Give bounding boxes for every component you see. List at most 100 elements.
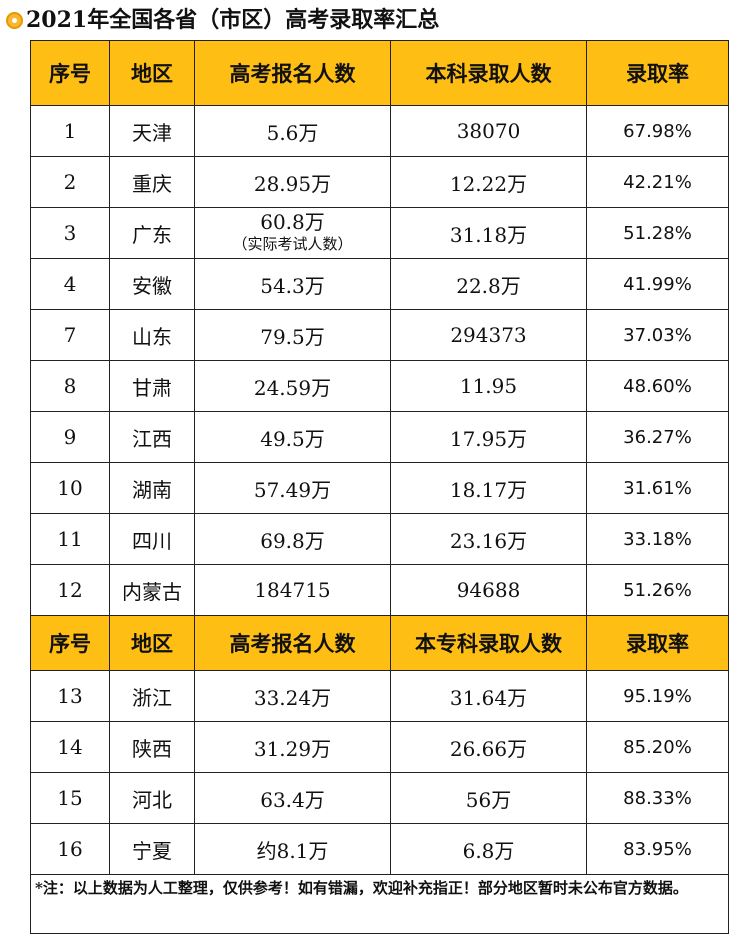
cell-region: 陕西 [109, 721, 195, 773]
cell-applicants: 24.59万 [194, 360, 391, 412]
header-rate: 录取率 [586, 40, 729, 106]
page-title: 2021年全国各省（市区）高考录取率汇总 [6, 4, 439, 36]
cell-admitted: 22.8万 [390, 258, 587, 310]
cell-rate: 48.60% [586, 360, 729, 412]
cell-rate: 37.03% [586, 309, 729, 361]
cell-applicants: 69.8万 [194, 513, 391, 565]
cell-region: 山东 [109, 309, 195, 361]
cell-number: 10 [30, 462, 110, 514]
cell-region: 江西 [109, 411, 195, 463]
table-row: 10 湖南 57.49万 18.17万 31.61% [30, 462, 729, 514]
cell-region: 湖南 [109, 462, 195, 514]
table-row: 8 甘肃 24.59万 11.95 48.60% [30, 360, 729, 412]
table-row: 13 浙江 33.24万 31.64万 95.19% [30, 670, 729, 722]
cell-region: 重庆 [109, 156, 195, 208]
cell-rate: 36.27% [586, 411, 729, 463]
table-row: 1 天津 5.6万 38070 67.98% [30, 105, 729, 157]
cell-rate: 83.95% [586, 823, 729, 875]
cell-number: 4 [30, 258, 110, 310]
cell-number: 1 [30, 105, 110, 157]
circle-bullet-icon [6, 12, 23, 29]
cell-rate: 51.26% [586, 564, 729, 616]
cell-number: 3 [30, 207, 110, 259]
cell-admitted: 56万 [390, 772, 587, 824]
cell-admitted: 294373 [390, 309, 587, 361]
table-row: 12 内蒙古 184715 94688 51.26% [30, 564, 729, 616]
table-row: 9 江西 49.5万 17.95万 36.27% [30, 411, 729, 463]
cell-region: 四川 [109, 513, 195, 565]
cell-number: 16 [30, 823, 110, 875]
applicants-value: 60.8万 [260, 210, 325, 234]
cell-applicants: 57.49万 [194, 462, 391, 514]
header-admitted-all: 本专科录取人数 [390, 615, 587, 671]
cell-rate: 67.98% [586, 105, 729, 157]
note-row: *注：以上数据为人工整理，仅供参考！如有错漏，欢迎补充指正！部分地区暂时未公布官… [30, 874, 729, 934]
cell-admitted: 31.64万 [390, 670, 587, 722]
cell-rate: 51.28% [586, 207, 729, 259]
cell-number: 13 [30, 670, 110, 722]
header-rate: 录取率 [586, 615, 729, 671]
table-header-row: 序号 地区 高考报名人数 本科录取人数 录取率 [30, 40, 729, 106]
cell-admitted: 6.8万 [390, 823, 587, 875]
table-row: 4 安徽 54.3万 22.8万 41.99% [30, 258, 729, 310]
applicants-note: （实际考试人数） [232, 235, 353, 253]
table-row: 14 陕西 31.29万 26.66万 85.20% [30, 721, 729, 773]
cell-applicants: 184715 [194, 564, 391, 616]
header-applicants: 高考报名人数 [194, 615, 391, 671]
table-row: 7 山东 79.5万 294373 37.03% [30, 309, 729, 361]
cell-region: 广东 [109, 207, 195, 259]
cell-number: 15 [30, 772, 110, 824]
footnote: *注：以上数据为人工整理，仅供参考！如有错漏，欢迎补充指正！部分地区暂时未公布官… [30, 874, 729, 934]
cell-admitted: 26.66万 [390, 721, 587, 773]
cell-region: 甘肃 [109, 360, 195, 412]
cell-rate: 31.61% [586, 462, 729, 514]
table-row: 16 宁夏 约8.1万 6.8万 83.95% [30, 823, 729, 875]
cell-applicants: 79.5万 [194, 309, 391, 361]
cell-applicants: 54.3万 [194, 258, 391, 310]
table-header-row-2: 序号 地区 高考报名人数 本专科录取人数 录取率 [30, 615, 729, 671]
cell-rate: 95.19% [586, 670, 729, 722]
header-number: 序号 [30, 615, 110, 671]
cell-region: 安徽 [109, 258, 195, 310]
table-row: 3 广东 60.8万 （实际考试人数） 31.18万 51.28% [30, 207, 729, 259]
cell-rate: 42.21% [586, 156, 729, 208]
cell-admitted: 17.95万 [390, 411, 587, 463]
cell-admitted: 18.17万 [390, 462, 587, 514]
cell-rate: 41.99% [586, 258, 729, 310]
cell-number: 11 [30, 513, 110, 565]
cell-admitted: 31.18万 [390, 207, 587, 259]
cell-admitted: 94688 [390, 564, 587, 616]
cell-admitted: 12.22万 [390, 156, 587, 208]
cell-applicants: 49.5万 [194, 411, 391, 463]
cell-admitted: 23.16万 [390, 513, 587, 565]
admission-rate-table: 序号 地区 高考报名人数 本科录取人数 录取率 1 天津 5.6万 38070 … [30, 40, 729, 934]
header-applicants: 高考报名人数 [194, 40, 391, 106]
cell-region: 浙江 [109, 670, 195, 722]
cell-applicants: 5.6万 [194, 105, 391, 157]
cell-number: 8 [30, 360, 110, 412]
title-text: 2021年全国各省（市区）高考录取率汇总 [26, 7, 440, 33]
cell-applicants: 60.8万 （实际考试人数） [194, 207, 391, 259]
cell-rate: 33.18% [586, 513, 729, 565]
cell-applicants: 63.4万 [194, 772, 391, 824]
cell-admitted: 11.95 [390, 360, 587, 412]
cell-applicants: 28.95万 [194, 156, 391, 208]
table-row: 2 重庆 28.95万 12.22万 42.21% [30, 156, 729, 208]
cell-region: 天津 [109, 105, 195, 157]
cell-number: 9 [30, 411, 110, 463]
cell-region: 内蒙古 [109, 564, 195, 616]
cell-region: 河北 [109, 772, 195, 824]
cell-region: 宁夏 [109, 823, 195, 875]
cell-rate: 88.33% [586, 772, 729, 824]
cell-number: 2 [30, 156, 110, 208]
cell-admitted: 38070 [390, 105, 587, 157]
cell-rate: 85.20% [586, 721, 729, 773]
header-region: 地区 [109, 615, 195, 671]
cell-number: 7 [30, 309, 110, 361]
cell-applicants: 约8.1万 [194, 823, 391, 875]
table-row: 11 四川 69.8万 23.16万 33.18% [30, 513, 729, 565]
header-number: 序号 [30, 40, 110, 106]
cell-number: 12 [30, 564, 110, 616]
cell-number: 14 [30, 721, 110, 773]
cell-applicants: 31.29万 [194, 721, 391, 773]
